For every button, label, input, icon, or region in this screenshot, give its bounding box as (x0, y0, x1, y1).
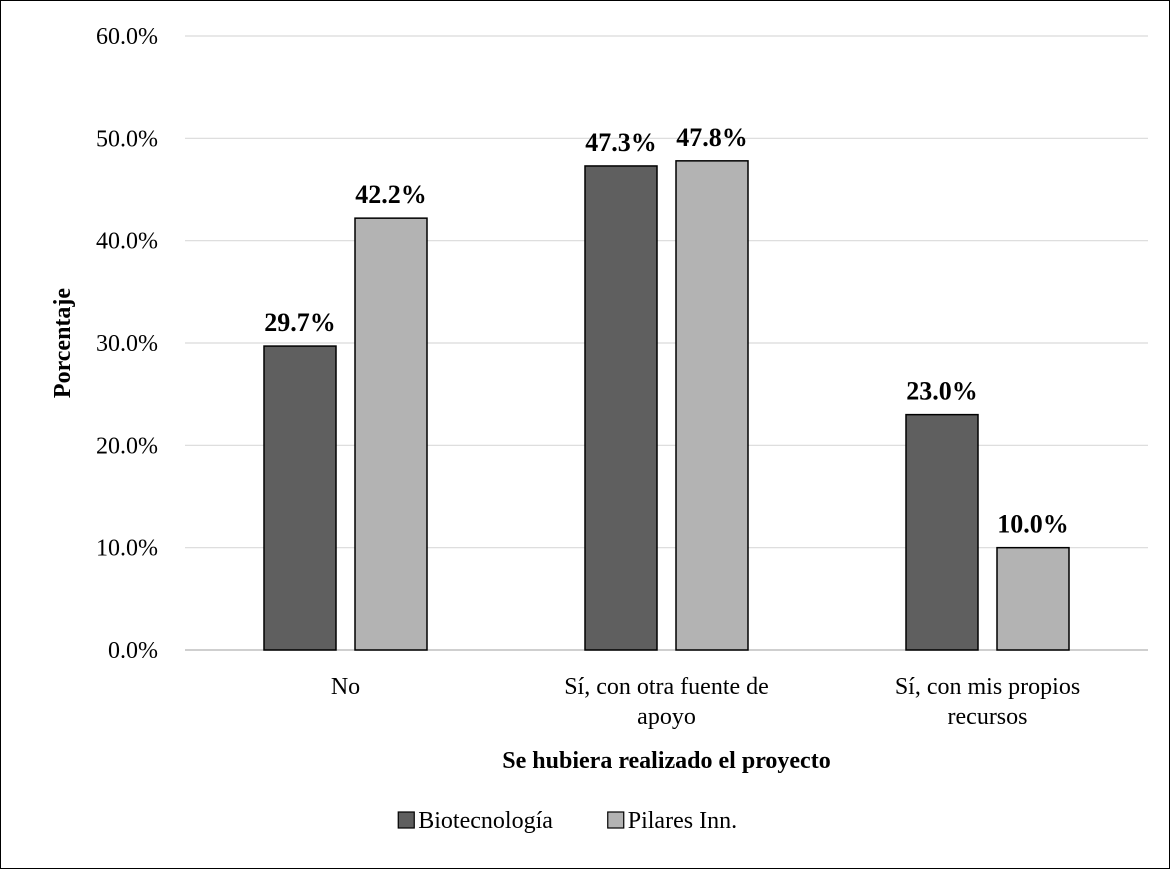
data-labels: 29.7% 42.2% 47.3% 47.8% 23.0% 10.0% (264, 123, 1069, 539)
legend-label: Pilares Inn. (628, 808, 737, 834)
y-tick-label: 40.0% (96, 229, 158, 255)
data-label: 42.2% (355, 180, 427, 209)
data-label: 29.7% (264, 308, 336, 337)
x-category-label: Sí, con otra fuente de (564, 674, 769, 700)
x-category-label: recursos (948, 704, 1028, 730)
gridlines (185, 35, 1148, 651)
y-axis-ticks: 0.0% 10.0% 20.0% 30.0% 40.0% 50.0% 60.0% (96, 24, 158, 664)
legend: Biotecnología Pilares Inn. (397, 808, 737, 834)
x-category-label: Sí, con mis propios (895, 674, 1080, 700)
y-tick-label: 10.0% (96, 536, 158, 562)
y-tick-label: 0.0% (108, 638, 158, 664)
x-axis-categories: No Sí, con otra fuente de apoyo Sí, con mis… (331, 674, 1080, 730)
data-label: 10.0% (997, 510, 1069, 539)
bar-series-2 (354, 217, 428, 651)
bar-series-2 (675, 160, 749, 651)
x-axis-title: Se hubiera realizado el proyecto (502, 748, 830, 774)
x-category-label: No (331, 674, 360, 700)
y-tick-label: 20.0% (96, 433, 158, 459)
data-label: 47.3% (585, 128, 657, 157)
legend-swatch (397, 811, 415, 829)
y-tick-label: 30.0% (96, 331, 158, 357)
y-tick-label: 60.0% (96, 24, 158, 50)
y-axis-title: Porcentaje (50, 288, 76, 399)
legend-label: Biotecnología (418, 808, 553, 834)
data-label: 47.8% (676, 123, 748, 152)
legend-swatch (607, 811, 625, 829)
bar-series-1 (584, 165, 658, 651)
y-tick-label: 50.0% (96, 126, 158, 152)
bar-series-1 (905, 413, 979, 651)
data-label: 23.0% (906, 377, 978, 406)
bar-series-2 (996, 546, 1070, 651)
bars (263, 160, 1070, 651)
bar-series-1 (263, 345, 337, 651)
x-category-label: apoyo (637, 704, 696, 730)
